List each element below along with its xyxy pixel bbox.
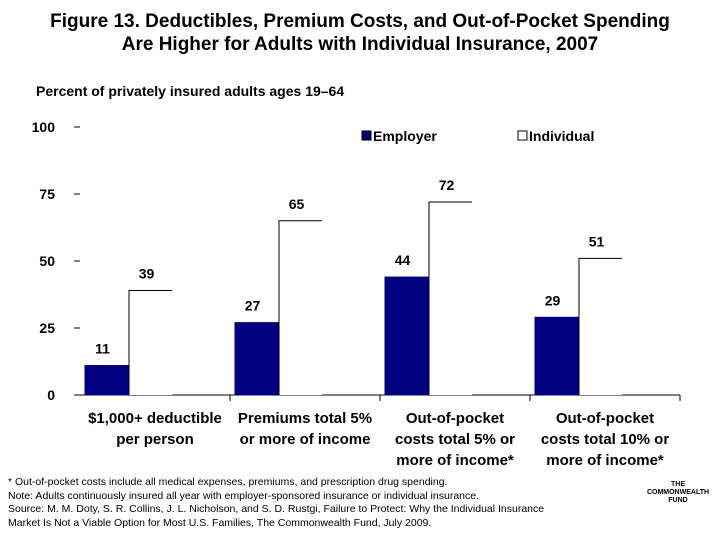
y-tick-label: 75 — [39, 186, 55, 202]
bar-individual — [429, 202, 472, 395]
data-label: 39 — [139, 265, 155, 281]
category-label: costs total 10% or — [541, 431, 670, 448]
category-label: more of income* — [396, 452, 514, 469]
chart-title-line-1: Figure 13. Deductibles, Premium Costs, a… — [50, 11, 670, 32]
footnote-note: Note: Adults continuously insured all ye… — [8, 489, 480, 502]
legend-swatch-employer — [361, 130, 372, 141]
bar-employer — [534, 316, 579, 396]
y-tick-label: 50 — [39, 253, 55, 269]
category-label: or more of income — [240, 431, 371, 448]
category-label: Premiums total 5% — [238, 410, 372, 427]
category-label: Out-of-pocket — [406, 410, 504, 427]
footnote-source-line-2: Market Is Not a Viable Option for Most U… — [8, 516, 432, 529]
logo-line-1: THE — [671, 481, 685, 488]
bar-individual-outline — [128, 289, 172, 395]
category-label: costs total 5% or — [395, 431, 515, 448]
bar-individual — [129, 290, 172, 395]
data-label: 27 — [245, 298, 261, 314]
bar-individual-outline — [428, 201, 472, 395]
category-label: Out-of-pocket — [556, 410, 654, 427]
legend-swatch-individual — [517, 130, 528, 141]
data-label: 72 — [439, 177, 455, 193]
bar-individual-outline — [278, 220, 322, 395]
bar-employer — [234, 322, 279, 396]
chart-title: Figure 13. Deductibles, Premium Costs, a… — [0, 10, 720, 56]
footnote-source-line-1: Source: M. M. Doty, S. R. Collins, J. L.… — [8, 503, 545, 515]
commonwealth-fund-logo: THE COMMONWEALTH FUND — [643, 481, 713, 505]
legend-label-individual: Individual — [529, 128, 594, 144]
category-label: more of income* — [546, 452, 664, 469]
data-label: 29 — [545, 292, 561, 308]
logo-line-3: FUND — [668, 497, 688, 504]
chart-subtitle: Percent of privately insured adults ages… — [36, 83, 345, 99]
data-label: 51 — [589, 233, 605, 249]
legend-label-employer: Employer — [373, 128, 437, 144]
bar-employer — [384, 276, 429, 396]
logo-line-2: COMMONWEALTH — [646, 489, 710, 496]
data-label: 44 — [395, 252, 411, 268]
data-label: 11 — [95, 341, 110, 357]
chart-title-line-2: Are Higher for Adults with Individual In… — [121, 34, 599, 55]
bar-individual-outline — [578, 257, 622, 395]
y-tick-label: 0 — [47, 387, 55, 403]
data-label: 65 — [289, 196, 305, 212]
bar-employer — [84, 365, 129, 396]
category-label: per person — [116, 431, 194, 448]
category-label: $1,000+ deductible — [88, 410, 222, 427]
bar-individual — [579, 258, 622, 395]
footnote-asterisk: * Out-of-pocket costs include all medica… — [8, 476, 448, 488]
y-tick-label: 100 — [32, 119, 56, 135]
y-tick-label: 25 — [39, 320, 55, 336]
bar-individual — [279, 220, 322, 395]
footnotes: * Out-of-pocket costs include all medica… — [8, 476, 628, 530]
